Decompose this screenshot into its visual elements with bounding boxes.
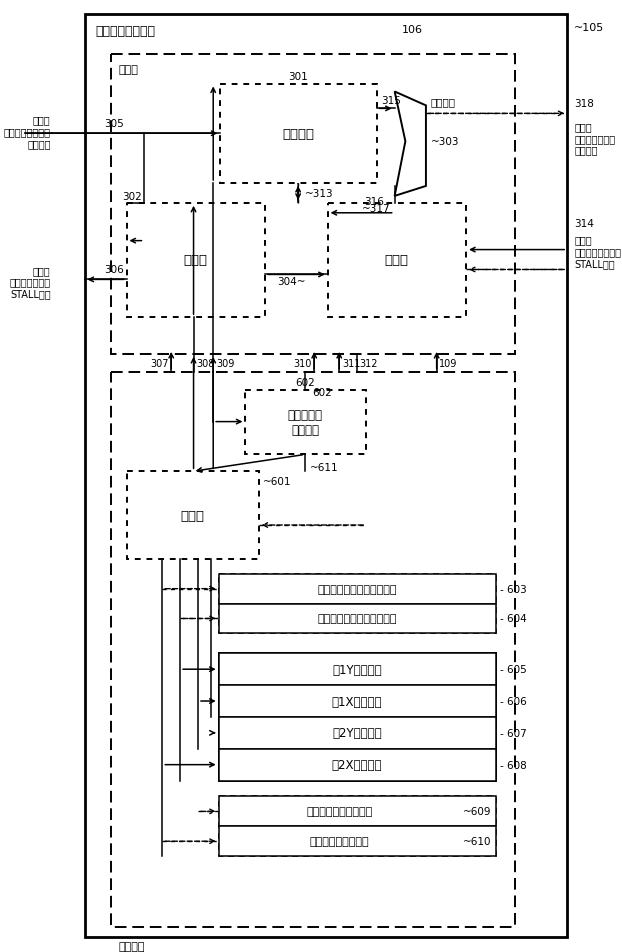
Text: 前段の
モジュールへの
STALL信号: 前段の モジュールへの STALL信号: [9, 266, 50, 299]
Bar: [218, 797, 496, 826]
Text: ~609: ~609: [463, 806, 491, 817]
Text: 310: 310: [293, 359, 312, 368]
Text: 前段の
モジュールからの
パケット: 前段の モジュールからの パケット: [4, 115, 50, 149]
Text: バッファ: バッファ: [282, 128, 314, 141]
Text: 602: 602: [295, 377, 315, 387]
Text: - 603: - 603: [500, 584, 527, 594]
Bar: [218, 654, 496, 781]
Text: 304~: 304~: [277, 277, 306, 288]
Text: ~317: ~317: [361, 204, 390, 213]
Text: ~601: ~601: [263, 477, 292, 486]
Text: 602: 602: [312, 387, 332, 397]
Text: 左端部無効数指定レジスタ: 左端部無効数指定レジスタ: [317, 614, 397, 624]
Text: 316: 316: [364, 197, 384, 207]
Bar: [220, 85, 377, 184]
Text: - 607: - 607: [500, 728, 527, 738]
Text: 312: 312: [360, 359, 378, 368]
Bar: [218, 685, 496, 717]
Text: セレクタ: セレクタ: [430, 97, 455, 108]
Text: データ保持
レジスタ: データ保持 レジスタ: [288, 408, 323, 436]
Bar: [85, 15, 567, 937]
Polygon shape: [394, 92, 426, 197]
Text: 302: 302: [122, 191, 142, 202]
Text: 318: 318: [574, 99, 594, 109]
Bar: [111, 54, 515, 354]
Text: 308: 308: [196, 359, 215, 368]
Bar: [218, 574, 496, 634]
Text: 後段の
モジュールからの
STALL信号: 後段の モジュールからの STALL信号: [574, 235, 621, 268]
Text: 受信部: 受信部: [183, 254, 207, 267]
Bar: [218, 654, 496, 685]
Bar: [218, 574, 496, 604]
Text: 301: 301: [288, 71, 308, 82]
Bar: [218, 604, 496, 634]
Text: 制御部: 制御部: [180, 509, 205, 522]
Text: 309: 309: [216, 359, 234, 368]
Text: 第1Xカウンタ: 第1Xカウンタ: [332, 695, 383, 707]
Text: - 605: - 605: [500, 664, 527, 674]
Text: 307: 307: [150, 359, 169, 368]
Bar: [126, 472, 259, 559]
Text: 第2Yカウンタ: 第2Yカウンタ: [332, 726, 382, 740]
Text: 通信部: 通信部: [118, 65, 138, 74]
Bar: [218, 826, 496, 856]
Bar: [246, 390, 366, 455]
Bar: [328, 204, 466, 318]
Bar: [218, 717, 496, 749]
Text: - 606: - 606: [500, 696, 527, 706]
Bar: [111, 372, 515, 926]
Text: 305: 305: [104, 119, 124, 129]
Text: 109: 109: [439, 359, 458, 368]
Text: 306: 306: [104, 266, 124, 275]
Text: 無効化モジュール: 無効化モジュール: [95, 25, 156, 38]
Text: ~611: ~611: [310, 463, 338, 473]
Text: - 604: - 604: [500, 614, 527, 624]
Text: ~313: ~313: [305, 188, 334, 199]
Text: ~610: ~610: [463, 837, 491, 846]
Text: ~105: ~105: [574, 23, 605, 32]
Text: 無効化部: 無効化部: [118, 941, 145, 951]
Text: 106: 106: [402, 25, 423, 35]
Text: 311: 311: [342, 359, 360, 368]
Text: ~303: ~303: [430, 137, 459, 147]
Text: 有効画像幅レジスタ: 有効画像幅レジスタ: [309, 837, 369, 846]
Text: 上端部無効数指定レジスタ: 上端部無効数指定レジスタ: [317, 584, 397, 594]
Bar: [218, 749, 496, 781]
Text: - 608: - 608: [500, 760, 527, 770]
Text: 送信部: 送信部: [384, 254, 409, 267]
Text: 後段の
モジュールへの
パケット: 後段の モジュールへの パケット: [574, 122, 615, 155]
Text: 315: 315: [381, 96, 401, 107]
Text: 第1Yカウンタ: 第1Yカウンタ: [332, 663, 382, 676]
Text: 有効画像高さレジスタ: 有効画像高さレジスタ: [306, 806, 373, 817]
Bar: [218, 797, 496, 856]
Text: 第2Xカウンタ: 第2Xカウンタ: [332, 759, 383, 771]
Text: 314: 314: [574, 219, 594, 228]
Bar: [126, 204, 265, 318]
